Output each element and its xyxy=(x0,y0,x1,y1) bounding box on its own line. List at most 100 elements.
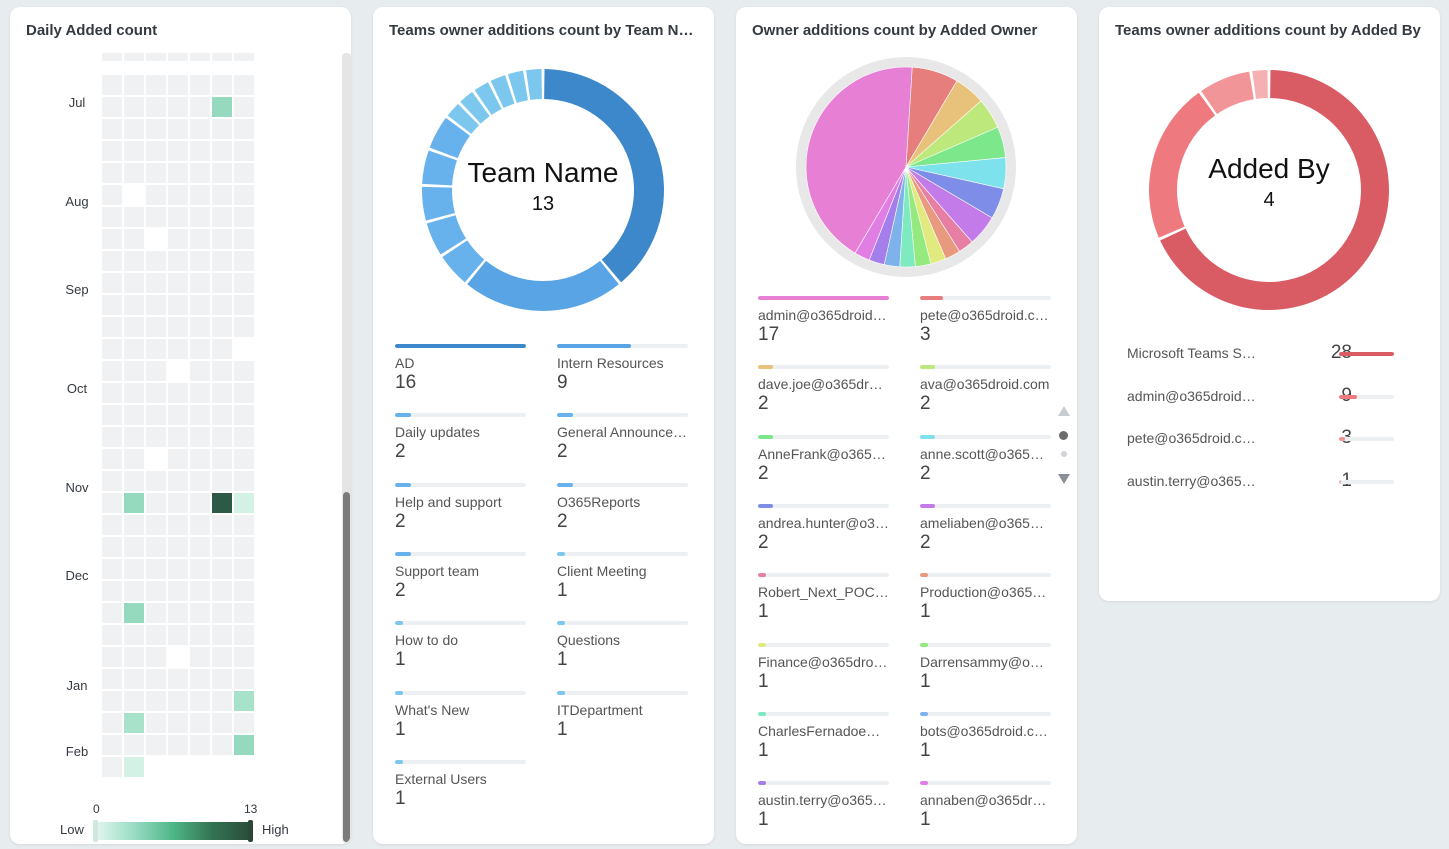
donut-slice[interactable] xyxy=(467,260,619,311)
heatmap-cell[interactable] xyxy=(124,515,144,535)
heatmap-cell[interactable] xyxy=(146,207,166,227)
legend-row[interactable]: admin@o365droid.com9 xyxy=(1127,385,1427,412)
legend-row[interactable]: Microsoft Teams Service28 xyxy=(1127,342,1427,369)
heatmap-cell[interactable] xyxy=(190,383,210,403)
donut-slice[interactable] xyxy=(442,240,485,283)
heatmap-cell[interactable] xyxy=(168,581,188,601)
heatmap-cell[interactable] xyxy=(212,449,232,469)
heatmap-cell[interactable] xyxy=(212,75,232,95)
heatmap-cell[interactable] xyxy=(212,97,232,117)
donut-slice[interactable] xyxy=(429,117,470,159)
heatmap-cell[interactable] xyxy=(190,559,210,579)
legend-item[interactable]: Daily updates 2 xyxy=(395,413,526,463)
heatmap-cell[interactable] xyxy=(124,339,144,359)
heatmap-cell[interactable] xyxy=(212,119,232,139)
heatmap-cell[interactable] xyxy=(146,669,166,689)
heatmap-cell[interactable] xyxy=(234,229,254,249)
heatmap-cell[interactable] xyxy=(234,295,254,315)
heatmap-cell[interactable] xyxy=(190,735,210,755)
heatmap-cell[interactable] xyxy=(190,339,210,359)
heatmap-cell[interactable] xyxy=(102,713,122,733)
legend-item[interactable]: What's New 1 xyxy=(395,690,526,741)
heatmap-cell[interactable] xyxy=(168,471,188,491)
heatmap-cell[interactable] xyxy=(168,339,188,359)
heatmap-cell[interactable] xyxy=(102,581,122,601)
heatmap-cell[interactable] xyxy=(234,735,254,755)
heatmap-cell[interactable] xyxy=(146,515,166,535)
donut-slice[interactable] xyxy=(422,186,455,221)
heatmap-cell[interactable] xyxy=(102,405,122,425)
heatmap-cell[interactable] xyxy=(124,625,144,645)
heatmap-cell[interactable] xyxy=(168,427,188,447)
legend-min-handle[interactable] xyxy=(93,820,98,842)
heatmap-cell[interactable] xyxy=(190,75,210,95)
heatmap-cell[interactable] xyxy=(190,251,210,271)
legend-item[interactable]: AD 16 xyxy=(395,344,526,394)
heatmap-cell[interactable] xyxy=(212,647,232,667)
heatmap-cell[interactable] xyxy=(234,119,254,139)
legend-item[interactable]: O365Reports 2 xyxy=(557,482,688,533)
heatmap-cell[interactable] xyxy=(124,361,144,381)
heatmap-cell[interactable] xyxy=(234,185,254,205)
heatmap-cell[interactable] xyxy=(146,251,166,271)
heatmap-cell[interactable] xyxy=(102,735,122,755)
legend-item[interactable]: General Announcements2 xyxy=(557,413,688,463)
heatmap-cell[interactable] xyxy=(212,141,232,161)
heatmap-cell[interactable] xyxy=(234,383,254,403)
pie-slice[interactable] xyxy=(805,66,913,254)
heatmap-cell[interactable] xyxy=(212,207,232,227)
heatmap-cell[interactable] xyxy=(146,383,166,403)
heatmap-cell[interactable] xyxy=(124,317,144,337)
heatmap-cell[interactable] xyxy=(124,273,144,293)
heatmap-cell[interactable] xyxy=(212,625,232,645)
heatmap-cell[interactable] xyxy=(102,669,122,689)
heatmap-cell[interactable] xyxy=(146,691,166,711)
heatmap-cell[interactable] xyxy=(168,713,188,733)
heatmap-cell[interactable] xyxy=(212,537,232,557)
heatmap-cell[interactable] xyxy=(234,691,254,711)
heatmap-cell[interactable] xyxy=(102,427,122,447)
heatmap-cell[interactable] xyxy=(234,603,254,623)
heatmap-cell[interactable] xyxy=(102,515,122,535)
heatmap-cell[interactable] xyxy=(212,251,232,271)
heatmap-cell[interactable] xyxy=(168,207,188,227)
heatmap-cell[interactable] xyxy=(146,625,166,645)
heatmap-cell[interactable] xyxy=(146,141,166,161)
heatmap-cell[interactable] xyxy=(146,361,166,381)
heatmap-cell[interactable] xyxy=(190,97,210,117)
heatmap-cell[interactable] xyxy=(146,405,166,425)
heatmap-cell[interactable] xyxy=(190,207,210,227)
heatmap-cell[interactable] xyxy=(146,493,166,513)
scrollbar-thumb[interactable] xyxy=(343,492,350,842)
heatmap-cell[interactable] xyxy=(234,515,254,535)
heatmap-cell[interactable] xyxy=(234,207,254,227)
heatmap-cell[interactable] xyxy=(124,119,144,139)
heatmap-cell[interactable] xyxy=(124,647,144,667)
donut-slice[interactable] xyxy=(526,69,542,100)
heatmap-cell[interactable] xyxy=(102,493,122,513)
heatmap-cell[interactable] xyxy=(124,581,144,601)
heatmap-cell[interactable] xyxy=(102,295,122,315)
heatmap-cell[interactable] xyxy=(124,757,144,777)
heatmap-cell[interactable] xyxy=(146,713,166,733)
heatmap-cell[interactable] xyxy=(102,251,122,271)
heatmap-cell[interactable] xyxy=(146,295,166,315)
heatmap-cell[interactable] xyxy=(234,251,254,271)
heatmap-cell[interactable] xyxy=(168,141,188,161)
heatmap-cell[interactable] xyxy=(234,405,254,425)
heatmap-cell[interactable] xyxy=(234,273,254,293)
heatmap-cell[interactable] xyxy=(168,625,188,645)
heatmap-cell[interactable] xyxy=(190,53,210,61)
heatmap-cell[interactable] xyxy=(190,493,210,513)
heatmap-cell[interactable] xyxy=(190,185,210,205)
donut-slice[interactable] xyxy=(1149,92,1216,238)
heatmap-cell[interactable] xyxy=(124,295,144,315)
heatmap-cell[interactable] xyxy=(212,493,232,513)
heatmap-cell[interactable] xyxy=(102,647,122,667)
legend-max-handle[interactable] xyxy=(248,820,253,842)
pager-down-arrow-icon[interactable] xyxy=(1058,474,1070,484)
